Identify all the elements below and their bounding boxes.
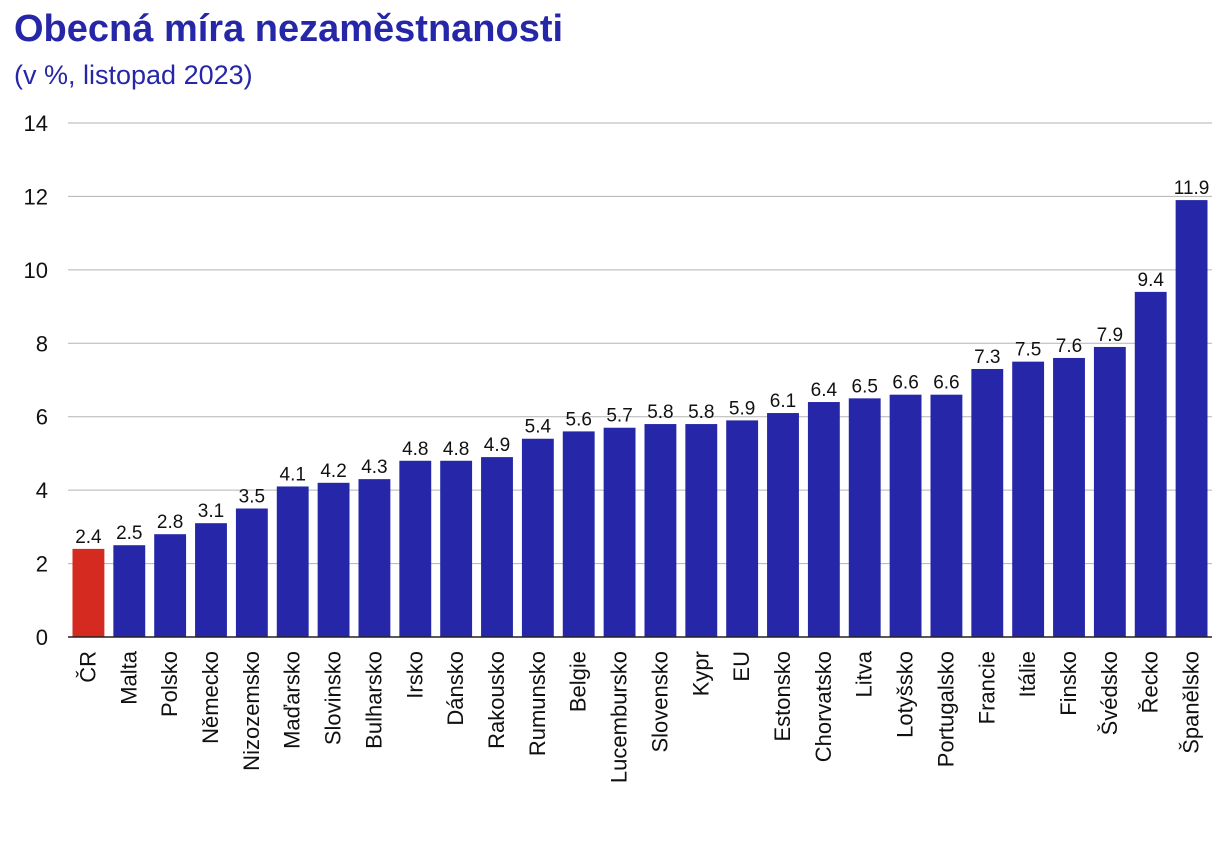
x-axis: ČR Malta Polsko Německo Nizozemsko Maďarsko Sl…	[75, 650, 1203, 783]
data-labels: 2.4 2.5 2.8 3.1 3.5 4.1 4.2 4.3 4.8 4.8 4.9 5.4 5.6 5…	[75, 178, 1209, 548]
data-label: 2.5	[116, 523, 142, 544]
bar	[971, 368, 1004, 637]
data-label: 5.8	[647, 402, 673, 423]
data-label: 4.8	[443, 439, 469, 460]
bar	[235, 508, 268, 637]
bar	[440, 460, 473, 637]
data-label: 5.9	[729, 398, 755, 419]
y-axis: 0 2 4 6 8 10 12 14	[24, 111, 48, 650]
data-label: 5.4	[525, 417, 552, 438]
bar	[644, 424, 677, 637]
y-tick-label: 0	[36, 625, 48, 650]
chart-subtitle: (v %, listopad 2023)	[14, 60, 253, 90]
bar	[930, 394, 963, 637]
data-label: 3.5	[239, 487, 265, 508]
bar	[276, 486, 309, 637]
data-label: 3.1	[198, 501, 224, 522]
bar	[603, 427, 636, 637]
category-label: Slovensko	[647, 651, 672, 753]
category-label: Dánsko	[443, 651, 468, 726]
y-tick-label: 14	[24, 111, 48, 136]
bars	[72, 200, 1208, 637]
data-label: 5.6	[566, 409, 592, 430]
category-label: Bulharsko	[361, 651, 386, 749]
category-label: Španělsko	[1179, 651, 1204, 754]
data-label: 2.4	[75, 527, 102, 548]
y-tick-label: 2	[36, 552, 48, 577]
bar	[154, 534, 187, 637]
data-label: 7.5	[1015, 340, 1041, 361]
bar	[807, 402, 840, 637]
category-label: Rakousko	[484, 651, 509, 749]
category-label: Lotyšsko	[893, 651, 918, 738]
category-label: Malta	[116, 650, 141, 705]
category-label: Chorvatsko	[811, 651, 836, 762]
bar	[726, 420, 759, 637]
data-label: 11.9	[1174, 178, 1210, 199]
y-tick-label: 6	[36, 405, 48, 430]
category-label: Slovinsko	[321, 651, 346, 745]
category-label: Lucembursko	[607, 651, 632, 783]
bar	[1134, 291, 1167, 637]
category-label: Itálie	[1015, 651, 1040, 697]
category-label: Portugalsko	[933, 651, 958, 767]
bar	[1012, 361, 1045, 637]
bar	[195, 523, 227, 637]
y-tick-label: 4	[36, 478, 48, 503]
data-label: 4.3	[361, 457, 387, 478]
category-label: Francie	[974, 651, 999, 724]
category-label: Kypr	[688, 651, 713, 696]
category-label: Rumunsko	[525, 651, 550, 756]
bar	[481, 457, 513, 637]
bar	[1175, 200, 1208, 637]
category-label: Maďarsko	[280, 651, 305, 749]
data-label: 6.1	[770, 391, 796, 412]
data-label: 7.6	[1056, 336, 1082, 357]
bar	[767, 413, 799, 637]
category-label: Řecko	[1138, 651, 1163, 713]
data-label: 9.4	[1138, 270, 1165, 291]
data-label: 6.4	[811, 380, 838, 401]
bar	[685, 424, 718, 637]
category-label: Litva	[852, 650, 877, 697]
bar	[358, 479, 391, 637]
bar	[399, 460, 432, 637]
data-label: 4.2	[320, 461, 346, 482]
category-label: Belgie	[566, 651, 591, 712]
data-label: 7.3	[974, 347, 1000, 368]
bar	[562, 431, 595, 637]
category-label: Polsko	[157, 651, 182, 717]
data-label: 4.1	[280, 464, 306, 485]
y-tick-label: 8	[36, 331, 48, 356]
data-label: 6.6	[892, 373, 918, 394]
category-label: Německo	[198, 651, 223, 744]
category-label: ČR	[75, 651, 100, 683]
data-label: 4.9	[484, 435, 510, 456]
bar	[521, 438, 554, 637]
category-label: Irsko	[402, 651, 427, 699]
data-label: 6.6	[933, 373, 959, 394]
bar	[113, 545, 146, 637]
y-tick-label: 10	[24, 258, 48, 283]
category-label: Estonsko	[770, 651, 795, 742]
data-label: 5.8	[688, 402, 714, 423]
bar	[72, 548, 105, 637]
bar	[317, 482, 350, 637]
bar	[848, 398, 881, 637]
category-label: Švédsko	[1097, 651, 1122, 735]
bar	[889, 394, 922, 637]
bar	[1053, 357, 1085, 637]
data-label: 5.7	[606, 406, 632, 427]
data-label: 6.5	[852, 376, 878, 397]
data-label: 2.8	[157, 512, 183, 533]
chart-title: Obecná míra nezaměstnanosti	[14, 8, 564, 50]
category-label: Finsko	[1056, 651, 1081, 716]
data-label: 4.8	[402, 439, 428, 460]
y-tick-label: 12	[24, 184, 48, 209]
category-label: Nizozemsko	[239, 651, 264, 771]
bar	[1093, 346, 1126, 637]
category-label: EU	[729, 651, 754, 682]
data-label: 7.9	[1097, 325, 1123, 346]
